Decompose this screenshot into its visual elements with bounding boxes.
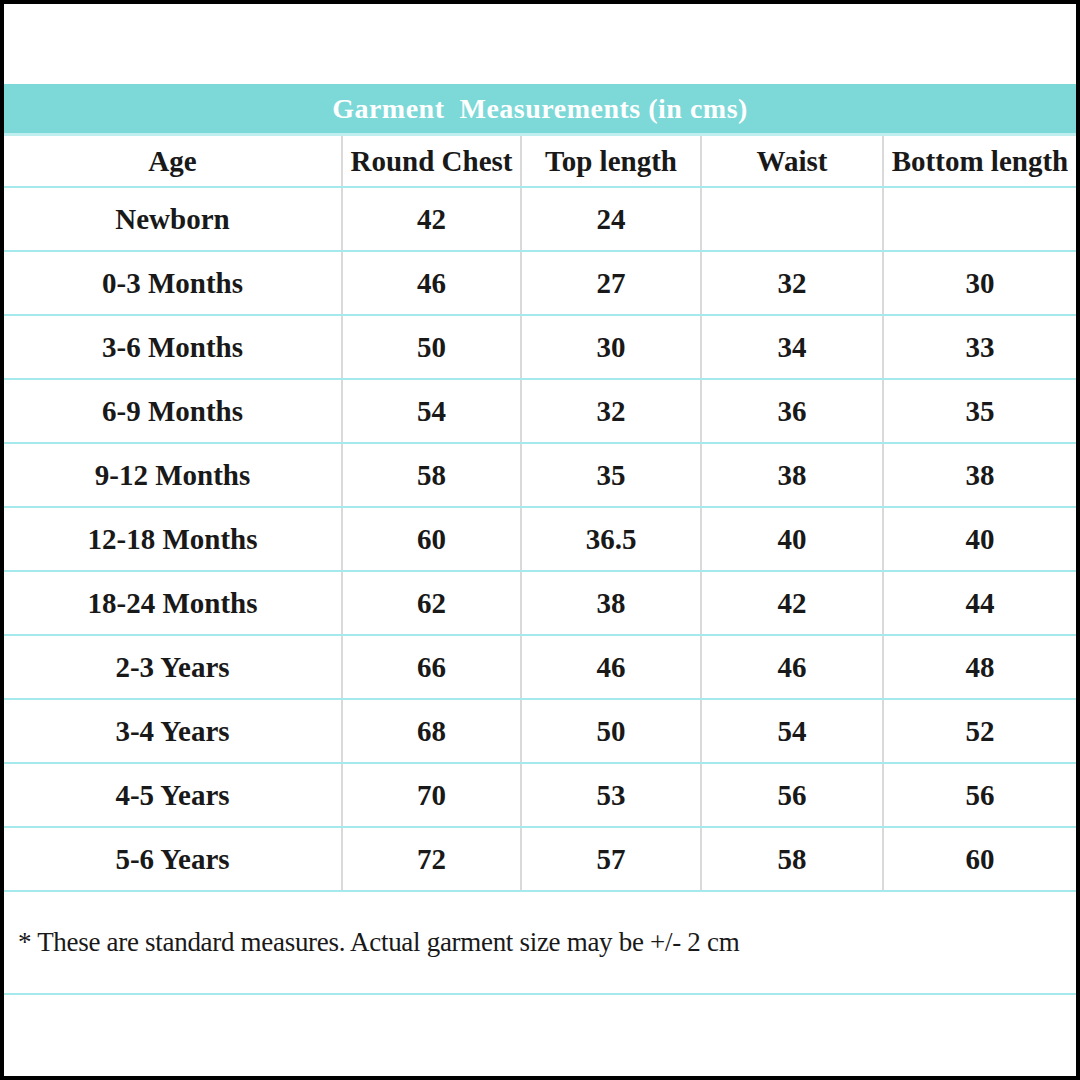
measurement-cell: 52 [882,700,1076,762]
measurement-cell: 40 [882,508,1076,570]
table-row: 3-6 Months50303433 [4,316,1076,380]
title-band: Garment Measurements (in cms) [4,84,1076,136]
measurement-cell: 40 [700,508,882,570]
table-row: 12-18 Months6036.54040 [4,508,1076,572]
measurement-cell: 27 [520,252,700,314]
age-cell: 2-3 Years [4,636,341,698]
age-cell: 6-9 Months [4,380,341,442]
measurement-cell: 70 [341,764,520,826]
measurement-cell: 46 [700,636,882,698]
table-row: 3-4 Years68505452 [4,700,1076,764]
measurement-cell: 56 [700,764,882,826]
column-header-age: Age [4,136,341,186]
table-row: 4-5 Years70535656 [4,764,1076,828]
measurement-cell: 33 [882,316,1076,378]
top-whitespace [4,4,1076,84]
measurement-cell: 30 [882,252,1076,314]
age-cell: Newborn [4,188,341,250]
table-row: 2-3 Years66464648 [4,636,1076,700]
table-row: 5-6 Years72575860 [4,828,1076,892]
measurement-cell: 58 [700,828,882,890]
column-header-waist: Waist [700,136,882,186]
column-header-top-length: Top length [520,136,700,186]
measurement-cell: 58 [341,444,520,506]
measurement-cell: 72 [341,828,520,890]
measurement-cell: 35 [882,380,1076,442]
column-header-bottom-length: Bottom length [882,136,1076,186]
measurement-cell: 30 [520,316,700,378]
size-chart-image: Garment Measurements (in cms) Age Round … [0,0,1080,1080]
column-header-round-chest: Round Chest [341,136,520,186]
table-row: 18-24 Months62384244 [4,572,1076,636]
measurement-cell: 50 [520,700,700,762]
measurement-cell: 60 [882,828,1076,890]
measurement-cell: 42 [341,188,520,250]
table-row: Newborn4224 [4,188,1076,252]
measurement-cell: 46 [341,252,520,314]
measurement-cell: 46 [520,636,700,698]
measurement-cell: 24 [520,188,700,250]
measurement-cell: 48 [882,636,1076,698]
measurement-cell: 38 [700,444,882,506]
table-row: 0-3 Months46273230 [4,252,1076,316]
measurement-cell: 66 [341,636,520,698]
age-cell: 0-3 Months [4,252,341,314]
measurement-cell: 36.5 [520,508,700,570]
measurement-cell: 57 [520,828,700,890]
measurement-cell: 62 [341,572,520,634]
age-cell: 3-4 Years [4,700,341,762]
measurement-cell: 60 [341,508,520,570]
age-cell: 9-12 Months [4,444,341,506]
measurement-cell [882,188,1076,250]
age-cell: 12-18 Months [4,508,341,570]
measurement-cell: 50 [341,316,520,378]
age-cell: 18-24 Months [4,572,341,634]
chart-title: Garment Measurements (in cms) [332,93,748,125]
measurement-cell: 68 [341,700,520,762]
footnote: * These are standard measures. Actual ga… [4,892,1076,995]
measurement-cell [700,188,882,250]
measurement-cell: 54 [700,700,882,762]
measurement-cell: 35 [520,444,700,506]
measurement-cell: 42 [700,572,882,634]
measurement-cell: 54 [341,380,520,442]
measurement-cell: 38 [882,444,1076,506]
measurement-cell: 36 [700,380,882,442]
table-body: Newborn42240-3 Months462732303-6 Months5… [4,188,1076,892]
age-cell: 3-6 Months [4,316,341,378]
measurement-cell: 56 [882,764,1076,826]
table-row: 9-12 Months58353838 [4,444,1076,508]
table-row: 6-9 Months54323635 [4,380,1076,444]
table-header-row: Age Round Chest Top length Waist Bottom … [4,136,1076,188]
measurement-cell: 34 [700,316,882,378]
measurement-cell: 32 [700,252,882,314]
measurement-cell: 44 [882,572,1076,634]
measurement-cell: 53 [520,764,700,826]
measurement-cell: 38 [520,572,700,634]
age-cell: 4-5 Years [4,764,341,826]
measurement-cell: 32 [520,380,700,442]
age-cell: 5-6 Years [4,828,341,890]
